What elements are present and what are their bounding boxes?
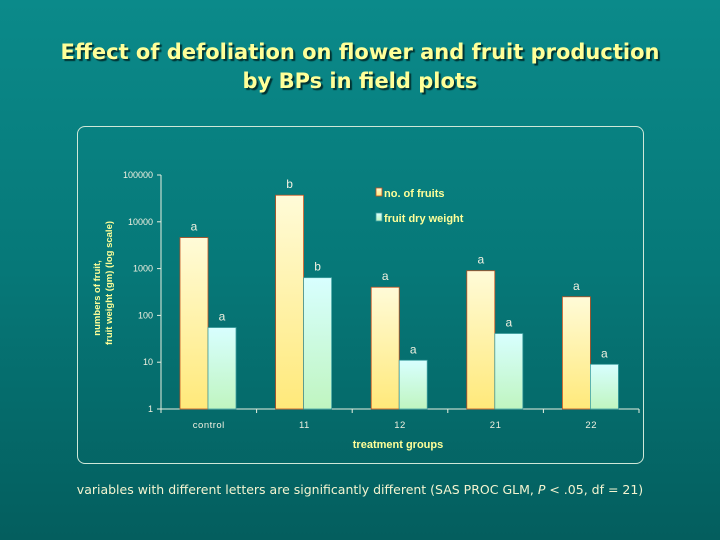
- bar-fruits: [562, 296, 591, 410]
- x-tick-label: 22: [585, 420, 597, 431]
- bar-fruits: [466, 270, 496, 410]
- title-line-2: by BPs in field plots: [242, 69, 478, 93]
- significance-letter: a: [505, 316, 512, 330]
- x-tick-label: 11: [299, 420, 310, 431]
- slide-title: Effect of defoliation on flower and frui…: [0, 38, 720, 96]
- bar-weight: [207, 327, 237, 410]
- bar-weight: [494, 333, 524, 410]
- y-tick-label: 100000: [123, 170, 153, 180]
- footnote-p: P: [537, 482, 546, 497]
- x-tick-label: control: [193, 420, 225, 431]
- bar-fruits: [179, 237, 209, 410]
- bar-fruits: [275, 194, 305, 410]
- footnote: variables with different letters are sig…: [0, 482, 720, 497]
- significance-letter: a: [410, 342, 417, 356]
- significance-letter: a: [573, 279, 580, 293]
- footnote-text-end: < .05, df = 21): [545, 482, 644, 497]
- significance-letter: a: [477, 253, 484, 267]
- title-line-1: Effect of defoliation on flower and frui…: [60, 40, 660, 64]
- significance-letter: b: [286, 177, 293, 191]
- y-tick-label: 1: [148, 404, 153, 414]
- y-axis-label-1: numbers of fruit,: [92, 260, 103, 335]
- bar-weight: [398, 359, 428, 410]
- legend-label-fruits: no. of fruits: [384, 188, 445, 200]
- legend-swatch-fruits: [375, 187, 383, 197]
- significance-letter: a: [191, 220, 198, 234]
- y-tick-label: 100: [138, 310, 153, 320]
- x-tick-label: 12: [394, 420, 406, 431]
- bar-weight: [303, 277, 333, 410]
- y-tick-label: 10000: [128, 217, 153, 227]
- bar-weight: [590, 363, 619, 410]
- significance-letter: a: [601, 346, 608, 360]
- significance-letter: b: [314, 260, 321, 274]
- bar-fruits: [370, 286, 400, 410]
- legend-label-weight: fruit dry weight: [384, 213, 464, 225]
- x-tick-label: 21: [490, 420, 502, 431]
- chart-panel: [77, 126, 644, 464]
- legend-swatch-weight: [375, 212, 383, 222]
- significance-letter: a: [219, 310, 226, 324]
- x-axis-label: treatment groups: [353, 439, 443, 451]
- significance-letter: a: [382, 269, 389, 283]
- y-axis-label-2: fruit weight (gm) (log scale): [104, 221, 115, 345]
- y-tick-label: 10: [143, 357, 153, 367]
- y-tick-label: 1000: [133, 264, 153, 274]
- footnote-text: variables with different letters are sig…: [76, 482, 538, 497]
